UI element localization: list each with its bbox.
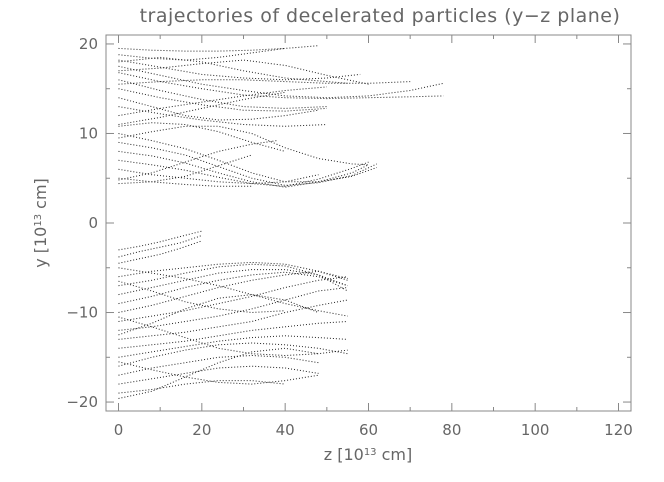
y-axis-title: y [1013 cm] — [31, 178, 50, 268]
x-tick-label: 80 — [442, 421, 461, 439]
trajectory-line — [118, 88, 327, 112]
y-tick-label: −20 — [66, 393, 98, 411]
trajectory-line — [118, 342, 348, 367]
x-tick-label: 100 — [521, 421, 550, 439]
trajectory-line — [118, 106, 327, 127]
x-tick-label: 60 — [359, 421, 378, 439]
trajectory-line — [118, 299, 348, 340]
trajectories — [118, 45, 444, 399]
trajectory-line — [118, 270, 348, 313]
trajectory-line — [118, 72, 444, 100]
trajectory-line — [118, 365, 319, 385]
trajectory-line — [118, 159, 369, 187]
trajectory-line — [118, 122, 286, 152]
trajectory-line — [118, 79, 327, 109]
chart-title: trajectories of decelerated particles (y… — [140, 5, 621, 27]
trajectory-line — [118, 263, 348, 287]
trajectory-line — [118, 287, 348, 331]
trajectory-line — [118, 56, 348, 84]
trajectory-line — [118, 267, 348, 317]
x-tick-label: 20 — [192, 421, 211, 439]
trajectory-line — [118, 380, 286, 394]
x-axis-title: z [1013 cm] — [324, 445, 413, 464]
x-tick-label: 120 — [604, 421, 633, 439]
trajectory-line — [118, 294, 319, 336]
trajectory-line — [118, 261, 348, 281]
trajectory-line — [118, 97, 319, 121]
x-tick-label: 40 — [276, 421, 295, 439]
trajectory-line — [118, 59, 369, 85]
y-tick-label: 20 — [79, 35, 98, 53]
trajectory-line — [118, 141, 378, 186]
trajectory-line — [118, 59, 361, 81]
trajectory-line — [118, 271, 348, 305]
trajectory-line — [118, 79, 411, 85]
trajectory-line — [118, 125, 369, 166]
trajectory-line — [118, 235, 202, 258]
trajectory-line — [118, 177, 252, 187]
y-tick-label: 10 — [79, 124, 98, 142]
trajectory-line — [118, 335, 348, 358]
y-tick-label: 0 — [88, 214, 98, 232]
trajectory-line — [118, 168, 319, 185]
trajectory-line — [118, 276, 348, 322]
trajectory-line — [118, 321, 348, 349]
axis-ticks: 0 20 40 60 80 100 120 −20 −10 0 10 20 — [66, 35, 632, 439]
trajectory-line — [118, 361, 319, 385]
y-tick-label: −10 — [66, 304, 98, 322]
trajectory-line — [118, 269, 348, 296]
trajectory-line — [118, 86, 327, 117]
trajectory-line — [118, 91, 286, 125]
trajectory-line — [118, 230, 202, 251]
trajectory-line — [118, 47, 286, 61]
x-tick-label: 0 — [114, 421, 124, 439]
trajectory-line — [118, 133, 377, 183]
plot-frame — [105, 34, 632, 412]
trajectory-line — [118, 354, 319, 376]
trajectory-line — [118, 45, 319, 52]
trajectory-line — [118, 347, 319, 399]
trajectory-line — [118, 240, 202, 264]
